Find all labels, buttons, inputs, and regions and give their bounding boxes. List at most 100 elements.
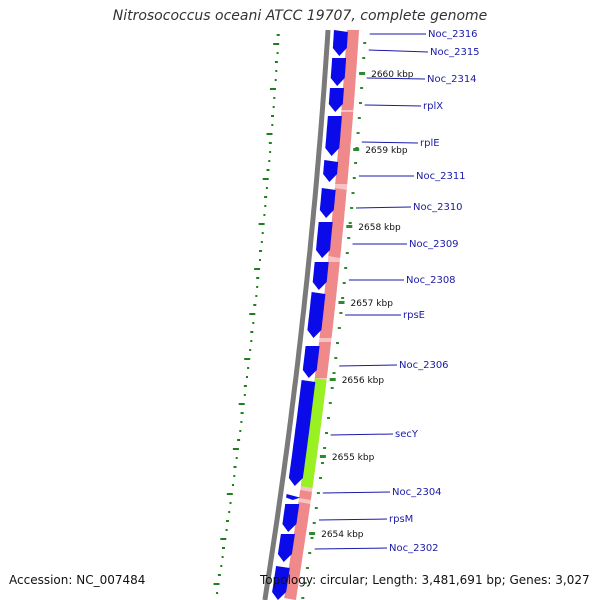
minor-tick xyxy=(308,552,312,554)
gc-mark xyxy=(238,403,245,405)
reverse-gene-secY xyxy=(300,378,327,488)
accession-text: Accession: NC_007484 xyxy=(9,573,146,587)
gc-mark xyxy=(243,394,246,396)
gc-mark xyxy=(274,61,278,63)
gc-mark xyxy=(213,583,220,585)
forward-gene xyxy=(323,160,339,182)
minor-tick xyxy=(314,507,318,509)
minor-tick xyxy=(359,102,362,104)
gc-mark xyxy=(228,511,231,513)
gc-mark xyxy=(269,151,272,153)
minor-tick xyxy=(330,387,334,389)
gc-mark xyxy=(271,115,274,117)
minor-tick xyxy=(319,477,322,479)
minor-tick xyxy=(327,417,330,419)
forward-gene xyxy=(286,494,301,500)
forward-gene xyxy=(330,58,347,86)
minor-tick xyxy=(328,402,332,404)
gc-mark xyxy=(268,160,271,162)
gc-mark xyxy=(240,412,244,414)
gc-mark xyxy=(237,439,241,441)
gc-mark xyxy=(261,232,264,234)
gene-labels: Noc_2316 Noc_2315 Noc_2314 rplX rplE Noc_2311… xyxy=(314,29,480,554)
minor-tick xyxy=(321,462,324,464)
gene-label: Noc_2302 xyxy=(389,543,439,554)
tick-label: 2660 kbp xyxy=(371,70,414,80)
gc-mark xyxy=(265,187,268,189)
tick-label: 2656 kbp xyxy=(342,376,385,386)
label-leader-line xyxy=(366,77,426,80)
gc-mark xyxy=(264,196,268,198)
minor-tick xyxy=(332,372,336,374)
forward-gene xyxy=(307,292,326,338)
forward-gene xyxy=(277,534,295,562)
gene-label: Noc_2311 xyxy=(416,171,466,182)
minor-tick xyxy=(334,357,338,359)
topology-text: Topology: circular; Length: 3,481,691 bp… xyxy=(260,573,590,587)
tick-label: 2659 kbp xyxy=(365,146,408,156)
reverse-gene xyxy=(319,262,340,338)
gc-mark xyxy=(216,592,219,594)
gene-label: Noc_2309 xyxy=(409,239,459,250)
gene-label: rplE xyxy=(420,138,440,149)
gc-mark xyxy=(243,385,247,387)
gene-label: Noc_2306 xyxy=(399,360,449,371)
gc-mark xyxy=(235,457,238,459)
minor-tick xyxy=(325,432,328,434)
minor-tick xyxy=(348,222,352,224)
minor-tick xyxy=(310,537,314,539)
gc-mark xyxy=(222,547,225,549)
gc-mark xyxy=(240,421,243,423)
minor-tick xyxy=(351,192,355,194)
gc-mark xyxy=(260,241,263,243)
gc-mark xyxy=(276,34,280,36)
gc-mark xyxy=(273,97,276,99)
genome-backbone xyxy=(262,29,331,600)
minor-tick xyxy=(306,567,309,569)
minor-tick xyxy=(323,447,327,449)
gc-mark xyxy=(233,466,237,468)
gene-label: rplX xyxy=(423,101,443,112)
gc-mark xyxy=(226,493,233,495)
tick-label: 2655 kbp xyxy=(332,453,375,463)
gc-mark xyxy=(276,52,279,54)
minor-tick xyxy=(363,42,367,44)
minor-tick xyxy=(303,582,307,584)
forward-gene xyxy=(325,116,342,156)
forward-gene xyxy=(328,88,344,112)
gc-mark xyxy=(271,124,274,126)
reverse-gene xyxy=(335,112,354,184)
gc-mark xyxy=(232,448,239,450)
gc-mark xyxy=(244,358,251,360)
major-tick xyxy=(338,301,345,304)
major-tick xyxy=(346,225,353,228)
forward-gene xyxy=(272,566,290,600)
major-tick xyxy=(359,72,366,75)
reverse-gene xyxy=(341,30,359,110)
gene-label: rpsM xyxy=(389,514,413,525)
tick-label: 2658 kbp xyxy=(358,223,401,233)
major-tick xyxy=(309,532,316,535)
gene-label: rpsE xyxy=(403,310,425,321)
major-tick xyxy=(329,378,336,381)
major-tick xyxy=(353,148,360,151)
forward-gene xyxy=(332,30,348,56)
reverse-gene xyxy=(328,188,347,258)
forward-strand-track xyxy=(272,30,348,600)
gene-label: Noc_2314 xyxy=(427,74,477,85)
minor-tick xyxy=(354,162,358,164)
gc-mark xyxy=(270,88,276,90)
label-leader-line xyxy=(318,518,388,521)
gc-mark xyxy=(229,502,232,504)
gc-mark xyxy=(233,475,236,477)
minor-tick xyxy=(316,492,320,494)
map-title: Nitrosococcus oceani ATCC 19707, complet… xyxy=(112,8,488,24)
forward-gene xyxy=(288,380,316,486)
gc-mark xyxy=(274,79,277,81)
gc-content-plot xyxy=(213,34,280,594)
gc-mark xyxy=(258,223,265,225)
gc-mark xyxy=(249,349,252,351)
minor-tick xyxy=(341,297,345,299)
scale-ticks: 2660 kbp 2659 kbp 2658 kbp 2657 kbp 2656 kbp… xyxy=(301,42,414,599)
minor-tick xyxy=(342,282,346,284)
